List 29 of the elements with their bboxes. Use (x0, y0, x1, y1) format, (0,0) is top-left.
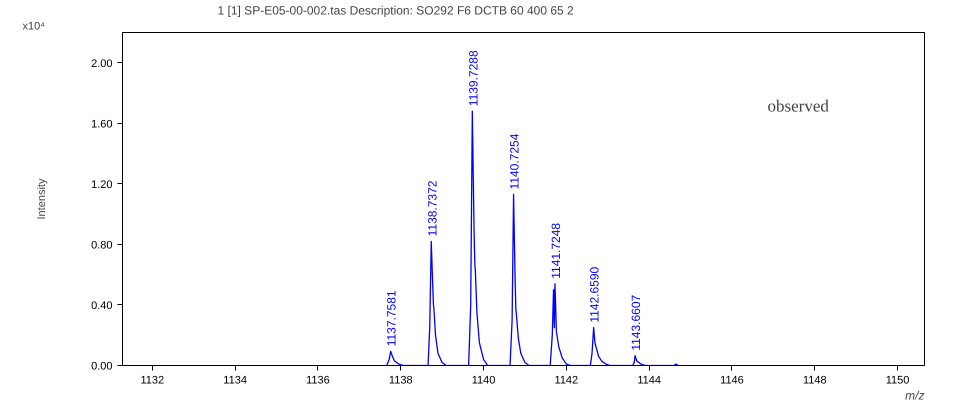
annotation: observed (768, 96, 830, 116)
x-tick-label: 1138 (388, 374, 413, 386)
annotation: 1142.6590 (588, 266, 602, 323)
annotation: 1143.6607 (629, 294, 644, 351)
x-tick-label: 1134 (223, 374, 247, 386)
y-tick-label: 1.20 (91, 178, 113, 191)
y-tick-label: 2.00 (91, 58, 113, 70)
x-tick-label: 1148 (802, 374, 827, 386)
x-tick-label: 1142 (554, 374, 578, 386)
y-axis-title: Intensity (36, 178, 48, 220)
x-tick-label: 1150 (886, 374, 910, 386)
annotation: 1138.7372 (425, 180, 440, 236)
y-tick-label: 0.80 (91, 239, 113, 252)
x-tick-label: 1136 (306, 374, 330, 386)
annotation: 1137.7581 (384, 290, 399, 346)
annotation: 1141.7248 (548, 222, 563, 279)
x-tick-label: 1132 (140, 374, 164, 386)
chart-title: 1 [1] SP-E05-00-002.tas Description: SO292 F6 DCTB 60 400 65 2 (218, 4, 574, 18)
y-tick-label: 1.60 (91, 118, 113, 130)
x-axis-title: m/z (905, 388, 925, 402)
y-tick-label: 0.40 (91, 300, 113, 312)
annotation: 1140.7254 (508, 133, 522, 190)
x-tick-label: 1144 (637, 374, 661, 386)
x-tick-label: 1140 (472, 374, 496, 386)
annotation: 1139.7288 (466, 50, 480, 106)
text: x10⁴ (22, 20, 46, 32)
line-series (386, 110, 679, 366)
x-tick-label: 1146 (720, 374, 744, 386)
y-tick-label: 0.00 (91, 360, 113, 372)
